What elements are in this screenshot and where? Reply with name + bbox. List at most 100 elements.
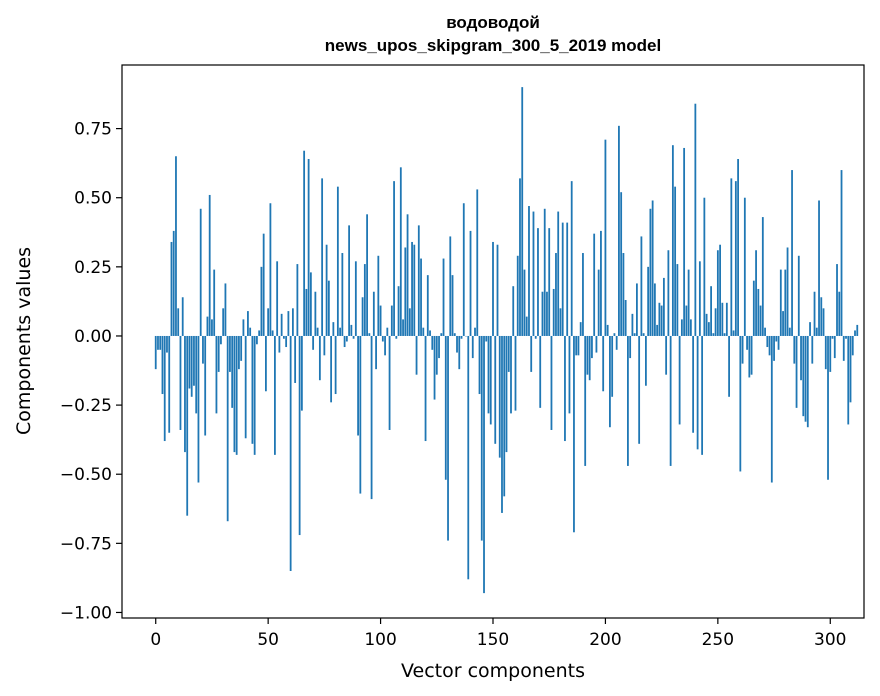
bar-186 [573,335,575,533]
bar-90 [357,335,359,436]
bar-164 [523,269,526,336]
bar-294 [815,327,818,336]
bar-43 [251,335,254,444]
bar-17 [193,335,195,386]
bar-37 [238,335,240,370]
bar-173 [543,208,546,336]
bar-141 [471,335,474,359]
bar-195 [593,233,596,336]
bar-203 [611,335,614,397]
x-axis-label: Vector components [401,660,585,682]
bar-16 [190,335,193,397]
bar-32 [226,335,229,522]
bar-107 [395,335,398,339]
bar-15 [188,335,191,389]
bar-153 [498,335,501,458]
bar-103 [386,327,389,336]
bar-254 [725,302,728,336]
bar-306 [842,335,845,361]
bar-309 [849,335,852,403]
bar-264 [748,335,751,378]
bar-18 [195,335,198,414]
bar-0 [154,335,157,370]
bar-56 [280,313,283,336]
bar-28 [217,335,220,372]
bar-220 [649,208,652,336]
y-tick-label: −0.75 [60,534,112,554]
bar-136 [460,335,463,339]
bar-51 [269,203,272,336]
y-axis-ticks: −1.00 −0.75 −0.50 −0.25 0.00 0.25 0.50 0.75 [60,120,122,623]
bar-286 [797,255,800,336]
bar-299 [827,335,829,480]
bar-230 [671,145,674,336]
bar-231 [674,186,677,336]
x-tick-label: 300 [814,630,846,650]
bar-204 [613,333,616,336]
bar-9 [175,156,177,336]
bar-126 [438,335,440,359]
y-tick-label: 0.25 [74,258,112,278]
bar-2 [159,335,162,350]
bar-206 [618,125,620,336]
bar-108 [397,286,400,336]
bar-121 [426,275,429,336]
bar-208 [622,253,625,336]
bar-210 [627,335,629,466]
bar-288 [802,335,805,417]
bar-58 [285,335,288,348]
bar-240 [694,103,697,336]
bar-167 [530,335,533,372]
bar-46 [258,330,261,336]
bar-36 [235,335,238,455]
bar-199 [602,335,605,392]
bar-62 [294,335,297,383]
bar-304 [838,291,841,336]
bar-266 [752,280,755,336]
bar-29 [220,335,222,345]
bar-180 [559,308,562,336]
bar-117 [417,225,420,336]
bar-160 [514,335,517,411]
bar-124 [433,335,436,400]
bar-35 [233,335,236,453]
bar-245 [705,313,708,336]
bar-222 [653,283,656,336]
bar-5 [166,335,168,353]
bar-303 [836,264,838,336]
bar-95 [368,333,371,336]
bar-69 [309,272,312,336]
bar-271 [764,327,766,336]
bar-161 [516,255,519,336]
y-tick-label: −1.00 [60,603,112,623]
bar-52 [271,330,274,336]
bar-261 [741,335,744,364]
bar-171 [539,335,542,408]
bar-49 [265,335,267,392]
y-axis-label: Components values [13,247,35,435]
bar-228 [667,250,670,336]
bar-68 [307,159,310,336]
bar-276 [775,335,778,342]
bar-44 [253,335,256,455]
bar-256 [730,178,733,336]
bar-14 [186,335,189,516]
bar-224 [658,302,661,336]
bar-101 [381,335,384,342]
bar-300 [829,335,832,372]
bar-187 [575,335,578,356]
bar-207 [620,192,623,336]
bar-57 [282,335,285,339]
bar-70 [312,335,315,350]
bar-292 [811,335,814,364]
bar-59 [287,311,290,336]
bar-12 [181,297,184,336]
bar-7 [170,241,173,336]
bar-302 [833,335,836,359]
bar-263 [746,335,748,350]
bar-293 [813,291,816,336]
bar-61 [291,308,294,336]
x-tick-label: 0 [150,630,161,650]
bar-63 [296,264,299,336]
bar-267 [755,250,757,336]
